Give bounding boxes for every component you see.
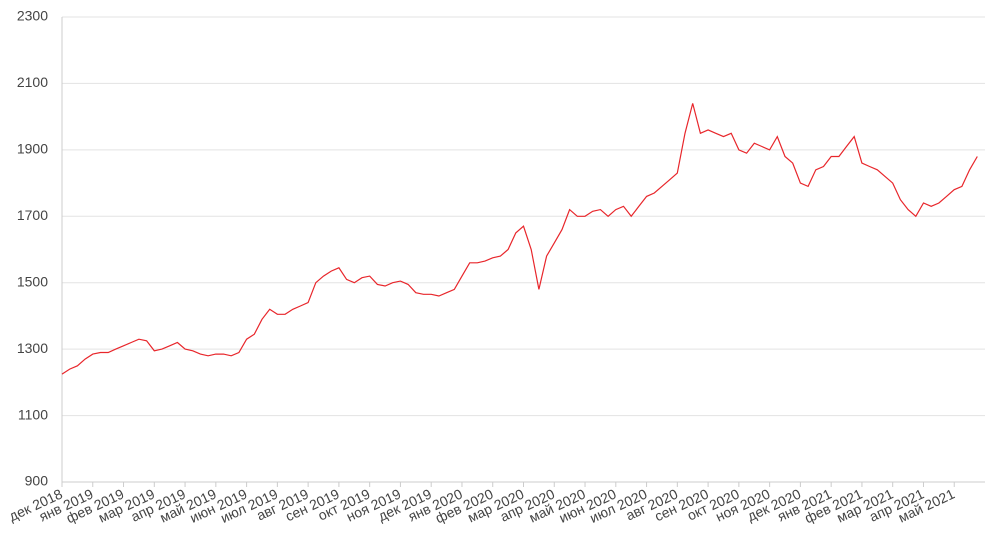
- y-tick-label: 1100: [18, 406, 48, 422]
- y-tick-label: 2300: [17, 8, 48, 24]
- y-tick-label: 900: [25, 473, 49, 489]
- y-tick-label: 1900: [17, 141, 48, 157]
- y-tick-label: 1700: [17, 207, 48, 223]
- data-line: [61, 103, 978, 375]
- y-tick-label: 2100: [17, 74, 48, 90]
- y-tick-label: 1300: [17, 340, 48, 356]
- y-tick-label: 1500: [17, 273, 48, 289]
